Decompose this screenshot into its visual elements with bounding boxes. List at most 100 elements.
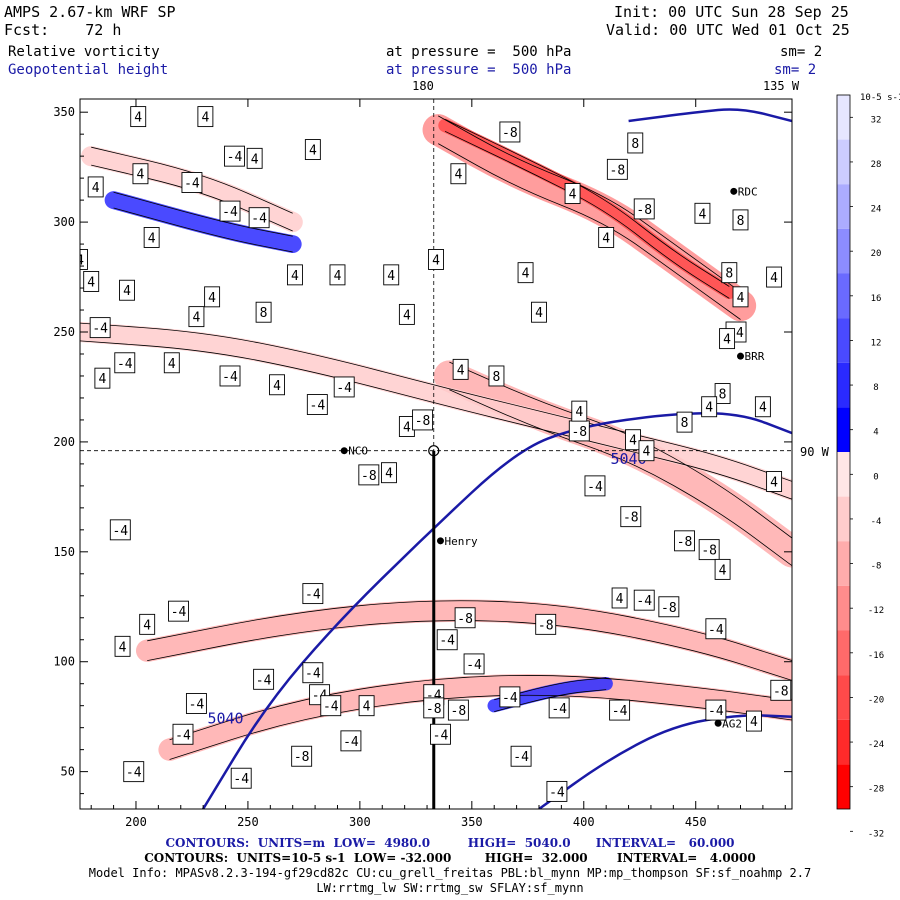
vorticity-label: -4	[305, 588, 321, 603]
station-label-ag2: AG2	[722, 717, 742, 730]
vorticity-label: -4	[708, 623, 724, 638]
colorbar-segment	[837, 139, 850, 185]
vorticity-label: 4	[737, 291, 745, 306]
vorticity-label-box	[329, 264, 346, 286]
vorticity-label: -8	[415, 414, 431, 429]
vorticity-label: 4	[770, 475, 778, 490]
vorticity-label: 4	[273, 379, 281, 394]
vorticity-contour-line	[80, 322, 792, 482]
vorticity-label-box	[499, 686, 521, 708]
vorticity-label-box	[633, 198, 655, 220]
station-dot-nco	[340, 447, 348, 455]
vorticity-band	[80, 321, 792, 501]
colorbar-tick-label: 16	[871, 294, 882, 304]
vorticity-label-box	[638, 440, 655, 462]
station-label-henry: Henry	[444, 535, 477, 548]
vorticity-label: 4	[643, 445, 651, 460]
colorbar-tick-label: -12	[868, 606, 884, 616]
colorbar-tick-label: -8	[871, 562, 882, 572]
vorticity-label: 4	[334, 269, 342, 284]
vorticity-label: 4	[168, 357, 176, 372]
vorticity-label-box	[452, 358, 469, 380]
vorticity-label: 4	[602, 231, 610, 246]
colorbar-segment	[837, 496, 850, 542]
vorticity-label: -4	[323, 700, 339, 715]
vorticity-label: -4	[222, 205, 238, 220]
vorticity-contour-line	[494, 677, 607, 701]
vorticity-label: 4	[87, 275, 95, 290]
station-dot-henry	[436, 537, 444, 545]
colorbar-tick-label: 28	[871, 160, 882, 170]
colorbar-frame	[836, 94, 851, 810]
vorticity-label: -4	[117, 357, 133, 372]
vorticity-label-box	[358, 464, 380, 486]
vorticity-label: 4	[403, 421, 411, 436]
vorticity-label: 4	[385, 467, 393, 482]
vorticity-label-box	[658, 596, 680, 618]
vorticity-label: 4	[76, 253, 84, 268]
vorticity-label: -4	[612, 704, 628, 719]
vorticity-label-box	[698, 539, 720, 561]
vorticity-label: -4	[305, 667, 321, 682]
vorticity-label-box	[181, 172, 203, 193]
vorticity-label: 4	[119, 640, 127, 655]
field2-level: at pressure = 500 hPa	[386, 62, 572, 78]
vorticity-label-box	[230, 767, 252, 789]
vorticity-label: 8	[260, 306, 268, 321]
height-contour-line	[628, 108, 792, 123]
vorticity-label-box	[130, 106, 147, 128]
vorticity-label-box	[606, 158, 628, 180]
vorticity-label: 4	[723, 333, 731, 348]
vorticity-label-box	[546, 780, 568, 802]
colorbar-segment	[837, 541, 850, 586]
vorticity-label: 4	[208, 291, 216, 306]
vorticity-label-box	[611, 587, 628, 609]
colorbar-segment	[837, 95, 850, 140]
vorticity-label-box	[109, 519, 131, 541]
vorticity-label: -4	[336, 381, 352, 396]
vorticity-label-box	[132, 163, 149, 185]
vorticity-label: 8	[631, 137, 639, 152]
field1-level: at pressure = 500 hPa	[386, 44, 572, 60]
vorticity-label-box	[517, 262, 534, 284]
vorticity-label-box	[719, 328, 736, 350]
station-label-rdc: RDC	[738, 185, 758, 198]
colorbar-segment	[837, 318, 850, 363]
vorticity-label-box	[620, 506, 642, 528]
vorticity-label-box	[219, 365, 241, 387]
vorticity-label-box	[286, 264, 303, 286]
x-tick-label: 400	[573, 815, 595, 829]
vorticity-label: -4	[343, 735, 359, 750]
vorticity-label: 4	[98, 372, 106, 387]
vorticity-label: -4	[466, 658, 482, 673]
vorticity-label-box	[172, 723, 194, 745]
vorticity-label: -4	[439, 634, 455, 649]
vorticity-label: 4	[432, 253, 440, 268]
vorticity-label-box	[705, 699, 727, 721]
vorticity-label: -4	[92, 322, 108, 337]
vorticity-label: 4	[387, 269, 395, 284]
x-tick-label: 200	[125, 815, 147, 829]
vorticity-label: -8	[538, 618, 554, 633]
colorbar-segment	[837, 407, 850, 452]
vorticity-label-box	[123, 761, 145, 783]
vorticity-label: 4	[143, 618, 151, 633]
vorticity-label: 4	[770, 271, 778, 286]
x-tick-label: 350	[461, 815, 483, 829]
vorticity-label-box	[454, 607, 476, 629]
footer-vorticity-contours: CONTOURS: UNITS=10-5 s-1 LOW= -32.000 HI…	[144, 851, 756, 865]
vorticity-label-box	[584, 475, 606, 497]
colorbar-tick-label: 32	[871, 115, 882, 125]
lon-label-180: 180	[412, 79, 434, 93]
vorticity-label: 8	[493, 370, 501, 385]
footer-model-info: Model Info: MPASv8.2.3-194-gf29cd82c CU:…	[88, 866, 812, 880]
vorticity-contour-line	[438, 115, 741, 293]
vorticity-label-box	[535, 613, 557, 635]
vorticity-label-box	[114, 635, 131, 657]
vorticity-label: 4	[457, 363, 465, 378]
vorticity-label: 4	[403, 308, 411, 323]
vorticity-label: -8	[426, 702, 442, 717]
vorticity-label-box	[674, 530, 695, 552]
vorticity-label: 4	[719, 563, 727, 578]
